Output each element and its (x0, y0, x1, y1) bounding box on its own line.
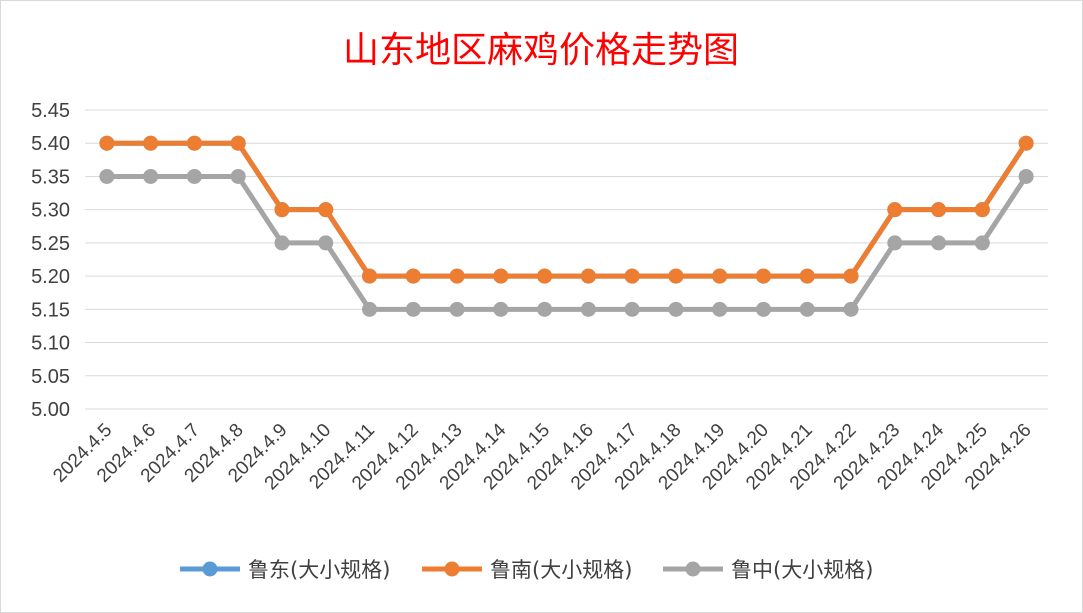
data-point (274, 235, 290, 251)
data-point (449, 301, 465, 317)
series-group (99, 135, 1034, 317)
legend-label: 鲁南(大小规格) (490, 558, 632, 582)
data-point (143, 135, 159, 151)
y-tick-label: 5.00 (31, 399, 70, 421)
data-point (318, 202, 334, 218)
data-point (186, 168, 202, 184)
y-axis-ticks: 5.00 5.05 5.10 5.15 5.20 5.25 5.30 5.35 5.40 5.45 (31, 100, 70, 421)
data-point (843, 268, 859, 284)
data-point (449, 268, 465, 284)
data-point (537, 268, 553, 284)
legend-item: 鲁中(大小规格) (663, 558, 873, 582)
data-point (755, 301, 771, 317)
legend-marker (685, 561, 701, 577)
data-point (230, 168, 246, 184)
y-tick-label: 5.30 (31, 200, 70, 222)
legend-marker (444, 561, 460, 577)
data-point (931, 202, 947, 218)
data-point (668, 268, 684, 284)
y-tick-label: 5.20 (31, 266, 70, 288)
legend-label: 鲁东(大小规格) (248, 558, 390, 582)
data-point (186, 135, 202, 151)
data-point (362, 268, 378, 284)
data-point (624, 268, 640, 284)
data-point (887, 202, 903, 218)
y-tick-label: 5.35 (31, 166, 70, 188)
data-point (493, 301, 509, 317)
data-point (755, 268, 771, 284)
data-point (799, 268, 815, 284)
data-point (362, 301, 378, 317)
data-point (143, 168, 159, 184)
series-line (106, 173, 1029, 312)
data-point (887, 235, 903, 251)
data-point (230, 135, 246, 151)
data-point (580, 268, 596, 284)
data-point (274, 202, 290, 218)
data-point (712, 268, 728, 284)
data-point (624, 301, 640, 317)
legend-label: 鲁中(大小规格) (731, 558, 873, 582)
y-tick-label: 5.45 (31, 100, 70, 122)
y-tick-label: 5.25 (31, 233, 70, 255)
data-point (843, 301, 859, 317)
series-2 (99, 168, 1034, 317)
data-point (668, 301, 684, 317)
data-point (493, 268, 509, 284)
y-tick-label: 5.40 (31, 133, 70, 155)
data-point (1018, 135, 1034, 151)
legend-marker (202, 561, 218, 577)
data-point (580, 301, 596, 317)
legend-item: 鲁南(大小规格) (422, 558, 632, 582)
legend: 鲁东(大小规格) 鲁南(大小规格) 鲁中(大小规格) (180, 558, 873, 582)
data-point (99, 135, 115, 151)
data-point (405, 301, 421, 317)
data-point (931, 235, 947, 251)
data-point (537, 301, 553, 317)
data-point (974, 235, 990, 251)
data-point (1018, 168, 1034, 184)
series-1 (99, 135, 1034, 284)
data-point (799, 301, 815, 317)
y-tick-label: 5.05 (31, 366, 70, 388)
y-tick-label: 5.15 (31, 299, 70, 321)
data-point (405, 268, 421, 284)
chart-title: 山东地区麻鸡价格走势图 (343, 30, 739, 71)
y-tick-label: 5.10 (31, 333, 70, 355)
data-point (99, 168, 115, 184)
legend-item: 鲁东(大小规格) (180, 558, 390, 582)
data-point (318, 235, 334, 251)
series-line (106, 140, 1029, 279)
data-point (712, 301, 728, 317)
data-point (974, 202, 990, 218)
